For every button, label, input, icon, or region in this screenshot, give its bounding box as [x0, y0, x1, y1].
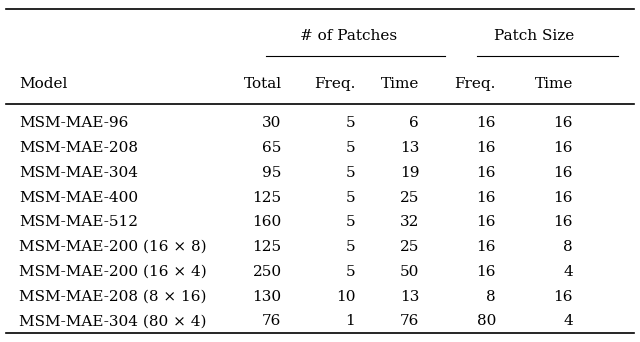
Text: 250: 250 — [252, 265, 282, 279]
Text: 5: 5 — [346, 116, 355, 130]
Text: 5: 5 — [346, 265, 355, 279]
Text: 13: 13 — [400, 290, 419, 304]
Text: 5: 5 — [346, 215, 355, 229]
Text: 5: 5 — [346, 240, 355, 254]
Text: 5: 5 — [346, 141, 355, 155]
Text: 76: 76 — [400, 315, 419, 328]
Text: 16: 16 — [477, 240, 496, 254]
Text: 95: 95 — [262, 166, 282, 180]
Text: 16: 16 — [554, 116, 573, 130]
Text: MSM-MAE-208: MSM-MAE-208 — [19, 141, 138, 155]
Text: MSM-MAE-304: MSM-MAE-304 — [19, 166, 138, 180]
Text: 16: 16 — [477, 141, 496, 155]
Text: 16: 16 — [477, 265, 496, 279]
Text: Total: Total — [243, 77, 282, 91]
Text: 25: 25 — [400, 240, 419, 254]
Text: 8: 8 — [563, 240, 573, 254]
Text: 16: 16 — [554, 141, 573, 155]
Text: 76: 76 — [262, 315, 282, 328]
Text: 32: 32 — [400, 215, 419, 229]
Text: 8: 8 — [486, 290, 496, 304]
Text: 4: 4 — [563, 315, 573, 328]
Text: 125: 125 — [252, 190, 282, 205]
Text: 160: 160 — [252, 215, 282, 229]
Text: 16: 16 — [554, 190, 573, 205]
Text: Time: Time — [534, 77, 573, 91]
Text: 5: 5 — [346, 190, 355, 205]
Text: 16: 16 — [554, 166, 573, 180]
Text: 6: 6 — [410, 116, 419, 130]
Text: 30: 30 — [262, 116, 282, 130]
Text: # of Patches: # of Patches — [300, 29, 397, 43]
Text: 16: 16 — [477, 166, 496, 180]
Text: 130: 130 — [252, 290, 282, 304]
Text: Time: Time — [381, 77, 419, 91]
Text: 1: 1 — [346, 315, 355, 328]
Text: 16: 16 — [477, 190, 496, 205]
Text: MSM-MAE-200 (16 × 4): MSM-MAE-200 (16 × 4) — [19, 265, 207, 279]
Text: 25: 25 — [400, 190, 419, 205]
Text: 50: 50 — [400, 265, 419, 279]
Text: 10: 10 — [336, 290, 355, 304]
Text: MSM-MAE-96: MSM-MAE-96 — [19, 116, 129, 130]
Text: 16: 16 — [477, 116, 496, 130]
Text: 80: 80 — [477, 315, 496, 328]
Text: 19: 19 — [400, 166, 419, 180]
Text: MSM-MAE-400: MSM-MAE-400 — [19, 190, 138, 205]
Text: MSM-MAE-200 (16 × 8): MSM-MAE-200 (16 × 8) — [19, 240, 207, 254]
Text: MSM-MAE-512: MSM-MAE-512 — [19, 215, 138, 229]
Text: 16: 16 — [554, 290, 573, 304]
Text: 16: 16 — [554, 215, 573, 229]
Text: 16: 16 — [477, 215, 496, 229]
Text: MSM-MAE-304 (80 × 4): MSM-MAE-304 (80 × 4) — [19, 315, 207, 328]
Text: 5: 5 — [346, 166, 355, 180]
Text: Freq.: Freq. — [314, 77, 355, 91]
Text: Patch Size: Patch Size — [494, 29, 575, 43]
Text: 125: 125 — [252, 240, 282, 254]
Text: 65: 65 — [262, 141, 282, 155]
Text: 13: 13 — [400, 141, 419, 155]
Text: MSM-MAE-208 (8 × 16): MSM-MAE-208 (8 × 16) — [19, 290, 207, 304]
Text: Freq.: Freq. — [454, 77, 496, 91]
Text: 4: 4 — [563, 265, 573, 279]
Text: Model: Model — [19, 77, 68, 91]
